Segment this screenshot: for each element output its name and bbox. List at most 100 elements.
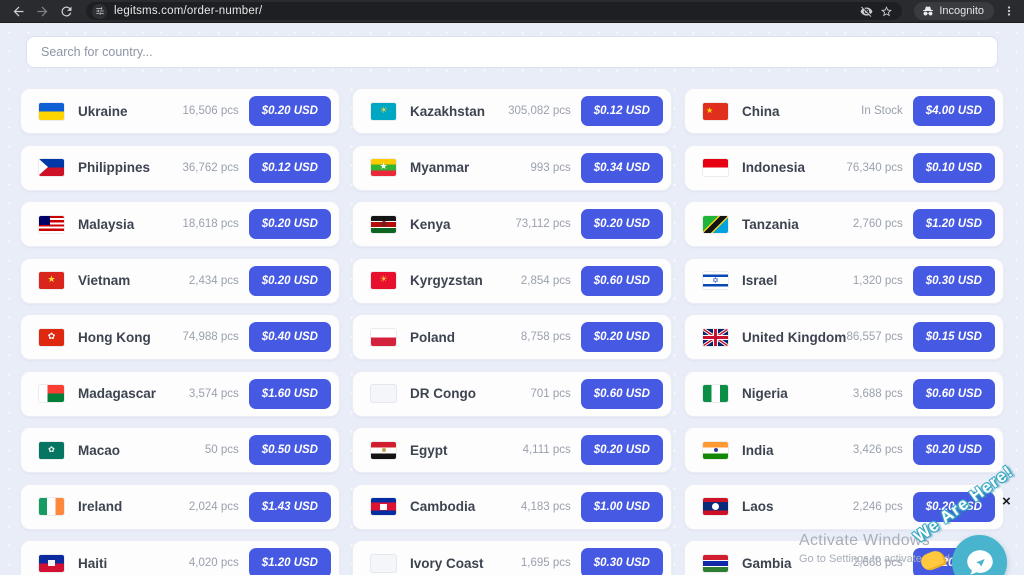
chat-widget-button[interactable]: [952, 535, 1007, 575]
country-name: Indonesia: [742, 160, 806, 175]
country-card[interactable]: Haiti 4,020 pcs $1.20 USD: [20, 540, 340, 575]
price-button[interactable]: $0.15 USD: [912, 322, 995, 352]
price-button[interactable]: $0.12 USD: [580, 96, 663, 126]
country-flag-icon: ☀: [371, 272, 396, 289]
bookmark-star-icon[interactable]: [876, 3, 896, 19]
country-card[interactable]: Malaysia 18,618 pcs $0.20 USD: [20, 201, 340, 247]
country-flag-icon: [371, 385, 396, 402]
eye-off-icon[interactable]: [856, 3, 876, 19]
country-flag-icon: [39, 159, 64, 176]
price-button[interactable]: $1.43 USD: [248, 491, 331, 522]
country-card[interactable]: Ivory Coast 1,695 pcs $0.30 USD: [352, 540, 672, 575]
incognito-badge: Incognito: [914, 2, 994, 20]
price-button[interactable]: $4.00 USD: [912, 96, 995, 126]
price-button[interactable]: $0.20 USD: [912, 491, 995, 522]
price-button[interactable]: $1.00 USD: [580, 491, 663, 522]
country-card[interactable]: Nigeria 3,688 pcs $0.60 USD: [684, 370, 1004, 417]
stock-count: 74,988 pcs: [182, 331, 239, 343]
stock-count: 2,854 pcs: [520, 274, 571, 287]
price-button[interactable]: $0.34 USD: [580, 152, 663, 183]
price-button[interactable]: $0.20 USD: [912, 435, 995, 465]
country-name: Kyrgyzstan: [410, 273, 483, 288]
country-card[interactable]: DR Congo 701 pcs $0.60 USD: [352, 370, 672, 417]
country-card[interactable]: ✿ Hong Kong 74,988 pcs $0.40 USD: [20, 314, 340, 360]
chat-bubble-icon: [966, 549, 993, 574]
country-card[interactable]: Laos 2,246 pcs $0.20 USD: [684, 483, 1004, 530]
country-card[interactable]: United Kingdom 86,557 pcs $0.15 USD: [684, 314, 1004, 360]
stock-count: 18,618 pcs: [182, 218, 239, 230]
stock-count: 76,340 pcs: [846, 161, 903, 174]
country-flag-icon: [371, 554, 396, 572]
country-card[interactable]: ☀ Kyrgyzstan 2,854 pcs $0.60 USD: [352, 257, 672, 304]
country-card[interactable]: Egypt 4,111 pcs $0.20 USD: [352, 427, 672, 473]
price-button[interactable]: $0.20 USD: [580, 435, 663, 465]
country-grid: Ukraine 16,506 pcs $0.20 USD ☀ Kazakhsta…: [20, 88, 1004, 575]
country-name: Nigeria: [742, 386, 788, 401]
back-icon[interactable]: [6, 1, 30, 21]
country-card[interactable]: Cambodia 4,183 pcs $1.00 USD: [352, 483, 672, 530]
country-card[interactable]: Ireland 2,024 pcs $1.43 USD: [20, 483, 340, 530]
stock-count: 2,434 pcs: [188, 274, 239, 287]
price-button[interactable]: $1.20 USD: [912, 209, 995, 239]
price-button[interactable]: $0.30 USD: [580, 548, 663, 575]
country-name: Israel: [742, 273, 778, 288]
url-text[interactable]: legitsms.com/order-number/: [114, 5, 263, 17]
price-button[interactable]: $0.20 USD: [248, 209, 331, 239]
country-card[interactable]: India 3,426 pcs $0.20 USD: [684, 427, 1004, 473]
country-flag-icon: [39, 102, 64, 120]
price-button[interactable]: $0.40 USD: [248, 322, 331, 352]
price-button[interactable]: $1.20 USD: [248, 548, 331, 575]
price-button[interactable]: $0.20 USD: [580, 209, 663, 239]
price-button[interactable]: $0.60 USD: [580, 378, 663, 409]
price-button[interactable]: $0.60 USD: [912, 378, 995, 409]
stock-count: 4,020 pcs: [188, 557, 239, 569]
stock-count: 2,760 pcs: [852, 218, 903, 230]
price-button[interactable]: $0.30 USD: [912, 265, 995, 296]
country-card[interactable]: Madagascar 3,574 pcs $1.60 USD: [20, 370, 340, 417]
stock-count: 1,320 pcs: [852, 274, 903, 287]
price-button[interactable]: $1.60 USD: [248, 378, 331, 409]
country-name: Poland: [410, 329, 456, 345]
country-flag-icon: [39, 215, 64, 233]
country-card[interactable]: ★ Vietnam 2,434 pcs $0.20 USD: [20, 257, 340, 304]
close-icon[interactable]: ×: [1002, 493, 1011, 510]
stock-count: 3,574 pcs: [188, 387, 239, 400]
stock-count: 993 pcs: [530, 161, 571, 174]
country-flag-icon: ★: [39, 272, 64, 289]
price-button[interactable]: $0.20 USD: [580, 322, 663, 352]
country-card[interactable]: ✡ Israel 1,320 pcs $0.30 USD: [684, 257, 1004, 304]
country-card[interactable]: ★ Myanmar 993 pcs $0.34 USD: [352, 144, 672, 191]
stock-count: 2,024 pcs: [188, 500, 239, 513]
country-card[interactable]: Indonesia 76,340 pcs $0.10 USD: [684, 144, 1004, 191]
refresh-icon[interactable]: [54, 1, 78, 21]
site-settings-icon[interactable]: [92, 3, 107, 19]
address-bar[interactable]: legitsms.com/order-number/: [86, 2, 903, 20]
country-name: Madagascar: [78, 386, 157, 401]
stock-count: 305,082 pcs: [508, 105, 571, 117]
country-name: Philippines: [78, 160, 151, 175]
country-flag-icon: [703, 159, 728, 176]
price-button[interactable]: $0.50 USD: [248, 435, 331, 465]
price-button[interactable]: $0.12 USD: [248, 152, 331, 183]
price-button[interactable]: $0.60 USD: [580, 265, 663, 296]
country-card[interactable]: ☀ Kazakhstan 305,082 pcs $0.12 USD: [352, 88, 672, 134]
country-card[interactable]: ✿ Macao 50 pcs $0.50 USD: [20, 427, 340, 473]
country-flag-icon: [371, 328, 396, 346]
browser-menu-icon[interactable]: [1000, 1, 1018, 21]
price-button[interactable]: $0.10 USD: [912, 152, 995, 183]
country-card[interactable]: Ukraine 16,506 pcs $0.20 USD: [20, 88, 340, 134]
country-card[interactable]: Philippines 36,762 pcs $0.12 USD: [20, 144, 340, 191]
stock-count: 4,111 pcs: [522, 444, 571, 456]
country-card[interactable]: Poland 8,758 pcs $0.20 USD: [352, 314, 672, 360]
country-card[interactable]: ★ China In Stock $4.00 USD: [684, 88, 1004, 134]
price-button[interactable]: $0.20 USD: [248, 265, 331, 296]
page-content: Ukraine 16,506 pcs $0.20 USD ☀ Kazakhsta…: [0, 23, 1024, 575]
country-name: Ireland: [78, 499, 123, 514]
price-button[interactable]: $0.20 USD: [248, 96, 331, 126]
country-card[interactable]: Kenya 73,112 pcs $0.20 USD: [352, 201, 672, 247]
country-name: Tanzania: [742, 216, 799, 232]
country-card[interactable]: Tanzania 2,760 pcs $1.20 USD: [684, 201, 1004, 247]
search-input[interactable]: [26, 36, 998, 68]
forward-icon[interactable]: [30, 1, 54, 21]
country-flag-icon: [703, 441, 728, 459]
